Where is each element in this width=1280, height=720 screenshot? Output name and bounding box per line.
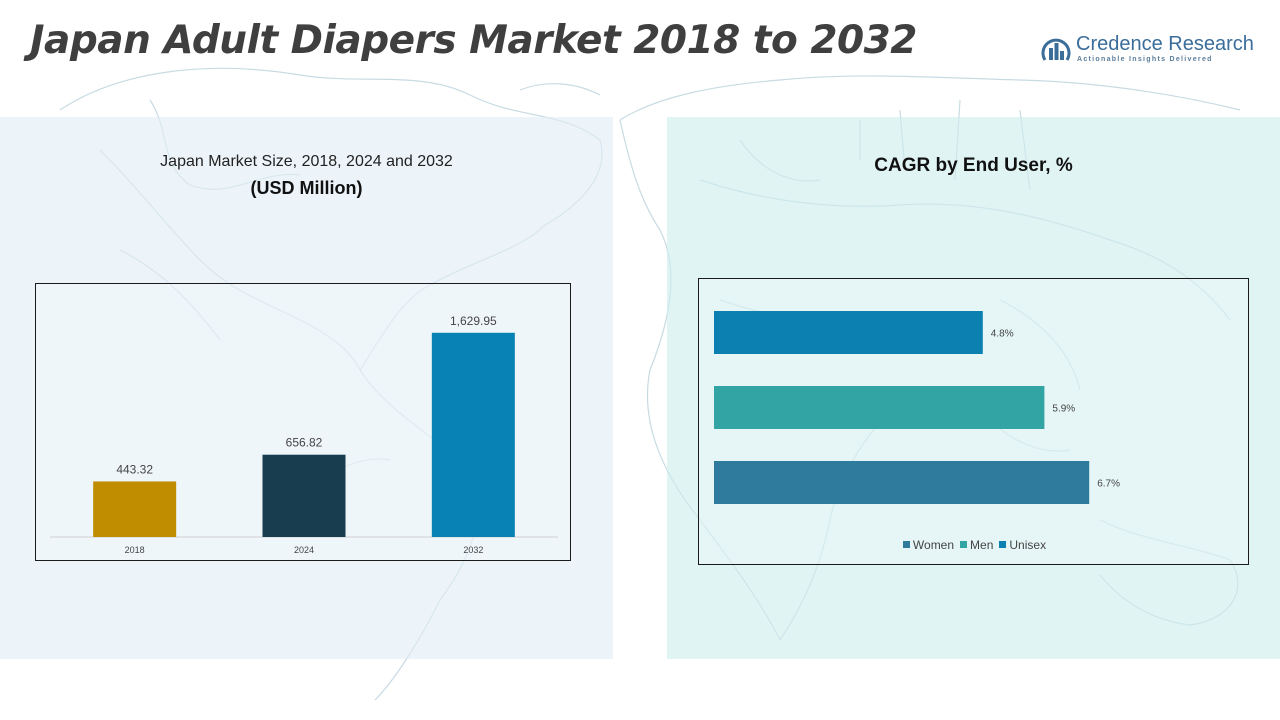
market-size-bar-chart: 443.32 2018 656.82 2024 1,629.95 2032 xyxy=(50,314,558,555)
bar-2024 xyxy=(262,454,346,537)
bar-value-label: 1,629.95 xyxy=(450,314,497,328)
page-title: Japan Adult Diapers Market 2018 to 2032 xyxy=(30,18,917,63)
legend-swatch xyxy=(999,541,1007,548)
legend-label: Women xyxy=(912,538,955,552)
bar-value-label: 4.8% xyxy=(991,329,1014,340)
bar-2032 xyxy=(431,332,515,537)
legend-swatch xyxy=(902,541,910,548)
cagr-bar-chart: 4.8% 5.9% 6.7% xyxy=(714,311,1120,504)
x-tick-label: 2018 xyxy=(125,545,145,555)
bar-unisex xyxy=(714,311,983,354)
bar-women xyxy=(714,461,1090,504)
bar-value-label: 443.32 xyxy=(116,462,153,476)
logo-tagline: Actionable Insights Delivered xyxy=(1077,56,1213,63)
cagr-title: CAGR by End User, % xyxy=(874,155,1073,176)
x-tick-label: 2024 xyxy=(294,545,314,555)
market-size-title: Japan Market Size, 2018, 2024 and 2032 xyxy=(160,153,453,170)
x-tick-label: 2032 xyxy=(463,545,483,555)
bar-2018 xyxy=(93,481,177,537)
bar-chart-arc-icon xyxy=(1041,38,1071,61)
bar-value-label: 656.82 xyxy=(286,436,323,450)
market-size-unit: (USD Million) xyxy=(250,178,363,198)
bar-value-label: 6.7% xyxy=(1097,479,1120,490)
legend-item-unisex: Unisex xyxy=(999,538,1046,552)
cagr-chart: 4.8% 5.9% 6.7% Women Men Unisex xyxy=(698,278,1249,565)
legend-swatch xyxy=(960,541,968,548)
cagr-legend: Women Men Unisex xyxy=(699,538,1250,552)
legend-item-women: Women xyxy=(902,538,955,552)
market-size-chart: 443.32 2018 656.82 2024 1,629.95 2032 xyxy=(35,283,571,561)
company-logo: Credence Research Actionable Insights De… xyxy=(1040,30,1255,70)
logo-name: Credence Research xyxy=(1076,33,1254,55)
bar-men xyxy=(714,386,1045,429)
legend-label: Unisex xyxy=(1009,538,1047,552)
legend-item-men: Men xyxy=(960,538,993,552)
bar-value-label: 5.9% xyxy=(1052,404,1075,415)
legend-label: Men xyxy=(970,538,994,552)
